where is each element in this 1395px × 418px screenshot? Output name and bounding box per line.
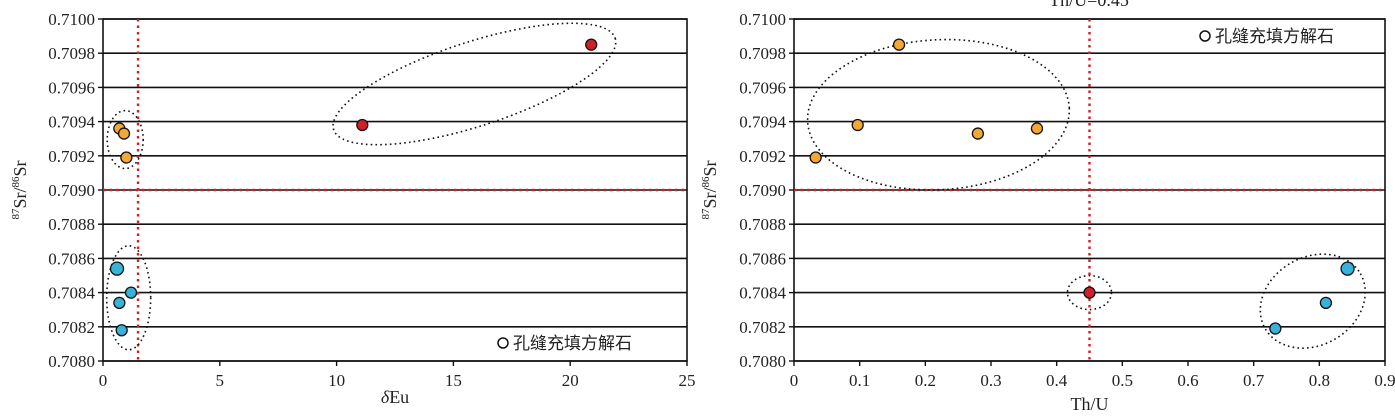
right-y-axis-title: 87Sr/86Sr bbox=[700, 160, 720, 219]
left-data-point-orange bbox=[120, 151, 133, 164]
right-x-tick-label: 0.5 bbox=[1112, 371, 1133, 390]
right-legend-label: 孔缝充填方解石 bbox=[1215, 27, 1334, 47]
left-y-tick-label: 0.7080 bbox=[48, 352, 95, 371]
right-x-tick-label: 0.1 bbox=[849, 371, 870, 390]
right-data-point-blue bbox=[1340, 261, 1355, 276]
right-y-tick-label: 0.7080 bbox=[739, 352, 786, 371]
right-data-point-orange bbox=[971, 127, 985, 140]
left-y-tick-label: 0.7088 bbox=[48, 215, 95, 234]
right-data-point-orange bbox=[892, 38, 906, 51]
left-y-tick-label: 0.7086 bbox=[48, 249, 95, 268]
right-x-tick-label: 0.3 bbox=[980, 371, 1001, 390]
left-group-ellipse-orange bbox=[106, 109, 144, 170]
left-y-tick-label: 0.7100 bbox=[48, 10, 95, 29]
right-x-tick-label: 0.8 bbox=[1309, 371, 1330, 390]
right-data-point-orange bbox=[809, 151, 822, 164]
right-y-tick-label: 0.7100 bbox=[739, 10, 786, 29]
left-y-tick-label: 0.7092 bbox=[48, 147, 95, 166]
chart-right: 0.70800.70820.70840.70860.70880.70900.70… bbox=[700, 0, 1395, 414]
right-y-tick-label: 0.7092 bbox=[739, 147, 786, 166]
right-data-point-orange bbox=[1030, 122, 1044, 135]
left-group-ellipse-red bbox=[332, 22, 617, 146]
left-data-point-red bbox=[356, 118, 369, 132]
right-x-axis-title: Th/U bbox=[1071, 394, 1109, 414]
right-x-tick-label: 0.2 bbox=[915, 371, 936, 390]
left-x-tick-label: 15 bbox=[445, 371, 462, 390]
right-group-ellipse-red bbox=[1066, 274, 1113, 311]
left-data-point-blue bbox=[109, 261, 125, 276]
left-x-tick-label: 0 bbox=[99, 371, 108, 390]
right-data-point-blue bbox=[1319, 296, 1333, 310]
right-y-tick-label: 0.7094 bbox=[739, 113, 786, 132]
left-y-tick-label: 0.7098 bbox=[48, 44, 95, 63]
right-x-tick-label: 0.6 bbox=[1177, 371, 1198, 390]
right-legend-marker bbox=[1199, 30, 1211, 42]
left-x-tick-label: 5 bbox=[216, 371, 225, 390]
left-x-axis-title: δEu bbox=[381, 387, 409, 407]
left-data-point-blue bbox=[113, 296, 126, 310]
left-x-tick-label: 20 bbox=[562, 371, 579, 390]
left-y-axis-title: 87Sr/86Sr bbox=[10, 160, 30, 219]
right-group-ellipse-orange bbox=[806, 38, 1071, 191]
left-group-ellipse-blue bbox=[105, 244, 152, 351]
right-x-tick-label: 0.9 bbox=[1374, 371, 1395, 390]
left-data-point-orange bbox=[117, 127, 131, 140]
left-y-tick-label: 0.7094 bbox=[48, 113, 95, 132]
left-y-tick-label: 0.7082 bbox=[48, 318, 95, 337]
right-x-tick-label: 0 bbox=[790, 371, 799, 390]
chart-left: 0.7080 0.7082 0.7084 0.7086 0.7088 0.7090 0.70… bbox=[10, 10, 696, 407]
left-legend-label: 孔缝充填方解石 bbox=[513, 334, 632, 354]
right-y-tick-label: 0.7086 bbox=[739, 249, 786, 268]
left-y-tick-label: 0.7084 bbox=[48, 284, 95, 303]
right-annotation: Th/U=0.45 bbox=[1049, 0, 1129, 10]
right-data-point-orange bbox=[851, 118, 864, 132]
left-legend-marker bbox=[497, 337, 509, 349]
left-data-point-red bbox=[585, 38, 598, 51]
left-y-tick-label: 0.7090 bbox=[48, 181, 95, 200]
right-data-point-blue bbox=[1269, 322, 1282, 335]
right-x-tick-label: 0.7 bbox=[1243, 371, 1265, 390]
left-data-point-blue bbox=[124, 286, 138, 299]
right-x-tick-label: 0.4 bbox=[1046, 371, 1068, 390]
right-y-tick-label: 0.7082 bbox=[739, 318, 786, 337]
right-y-tick-label: 0.7096 bbox=[739, 78, 786, 97]
left-x-tick-label: 10 bbox=[328, 371, 345, 390]
left-x-tick-label: 25 bbox=[679, 371, 696, 390]
right-y-tick-label: 0.7098 bbox=[739, 44, 786, 63]
right-data-point-red bbox=[1083, 286, 1096, 299]
right-y-tick-label: 0.7088 bbox=[739, 215, 786, 234]
left-data-point-blue bbox=[115, 324, 128, 337]
right-group-ellipse-blue bbox=[1259, 253, 1367, 349]
left-y-tick-label: 0.7096 bbox=[48, 78, 95, 97]
right-y-tick-label: 0.7090 bbox=[739, 181, 786, 200]
right-y-tick-label: 0.7084 bbox=[739, 284, 786, 303]
